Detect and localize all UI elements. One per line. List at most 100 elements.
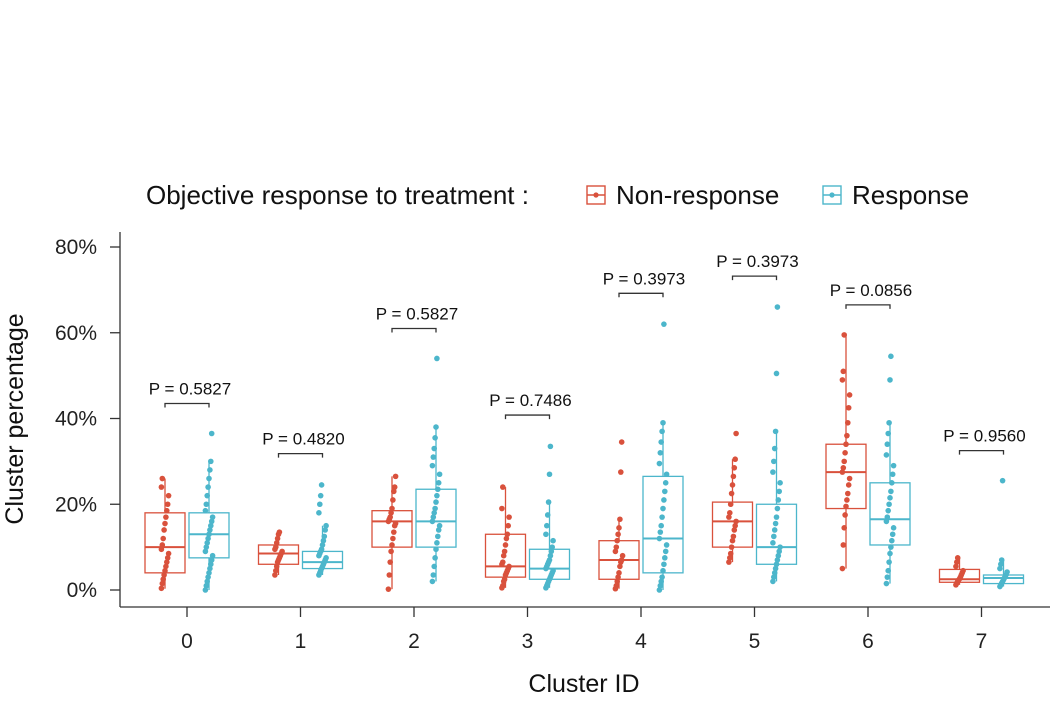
significance-bracket xyxy=(391,327,437,333)
data-point xyxy=(202,548,209,555)
data-point xyxy=(771,574,777,580)
p-value-label: P = 0.3973 xyxy=(603,269,685,288)
data-point xyxy=(615,574,621,580)
data-point xyxy=(435,533,441,540)
data-point xyxy=(773,561,780,568)
data-point xyxy=(775,552,782,559)
data-point xyxy=(953,563,959,570)
data-point xyxy=(615,531,621,538)
data-point xyxy=(843,441,849,448)
x-tick-label: 0 xyxy=(181,630,193,653)
data-point xyxy=(279,548,285,555)
box-response-cluster-6 xyxy=(869,353,911,587)
data-point xyxy=(431,510,438,516)
data-point xyxy=(774,557,781,563)
data-point xyxy=(429,578,436,585)
data-point xyxy=(954,559,960,565)
data-point xyxy=(159,580,166,587)
x-tick-label: 2 xyxy=(408,630,420,653)
data-point xyxy=(202,507,209,514)
data-point xyxy=(732,522,738,529)
data-point xyxy=(318,546,325,553)
data-point xyxy=(728,544,735,550)
data-point xyxy=(845,404,852,411)
data-point xyxy=(730,473,737,480)
data-point xyxy=(884,441,891,448)
data-point xyxy=(843,503,849,510)
data-point xyxy=(1004,569,1010,575)
data-point xyxy=(392,473,399,480)
legend-title: Objective response to treatment : xyxy=(146,180,529,210)
y-axis-title: Cluster percentage xyxy=(1,313,29,524)
legend-label-non-response: Non-response xyxy=(616,180,779,210)
data-point xyxy=(660,419,666,426)
data-point xyxy=(657,529,664,535)
data-point xyxy=(771,458,777,465)
data-point xyxy=(841,525,847,531)
data-point xyxy=(388,510,394,516)
data-point xyxy=(164,507,170,514)
data-point xyxy=(657,582,664,589)
data-point xyxy=(727,550,734,557)
data-point xyxy=(888,544,894,550)
data-point xyxy=(884,514,891,520)
data-point xyxy=(431,563,438,570)
data-point xyxy=(731,527,738,533)
data-point xyxy=(546,471,553,478)
data-point xyxy=(545,499,552,505)
y-tick-label: 60% xyxy=(55,322,97,345)
data-point xyxy=(885,430,891,437)
data-point xyxy=(429,462,436,469)
data-point xyxy=(432,434,438,441)
y-tick-label: 20% xyxy=(55,493,97,516)
data-point xyxy=(773,514,780,520)
data-point xyxy=(772,520,779,527)
data-point xyxy=(203,544,210,550)
data-point xyxy=(430,514,437,520)
data-point xyxy=(998,561,1004,568)
data-point xyxy=(656,587,663,593)
data-point xyxy=(386,572,393,578)
data-point xyxy=(391,529,397,535)
p-value-label: P = 0.9560 xyxy=(943,427,1025,446)
data-point xyxy=(273,563,280,570)
data-point xyxy=(318,482,325,488)
data-point xyxy=(501,548,508,555)
data-point xyxy=(886,419,892,426)
y-tick-label: 0% xyxy=(67,579,97,602)
data-point xyxy=(960,567,966,574)
data-point xyxy=(165,492,172,499)
data-point xyxy=(544,522,550,529)
data-point xyxy=(273,544,279,550)
data-point xyxy=(206,570,212,576)
x-tick-label: 6 xyxy=(862,630,874,653)
data-point xyxy=(204,492,210,499)
data-point xyxy=(273,567,279,574)
data-point xyxy=(208,458,214,465)
data-point xyxy=(886,501,892,508)
data-point xyxy=(163,563,169,570)
data-point xyxy=(273,540,280,546)
data-point xyxy=(500,484,506,490)
data-point xyxy=(204,578,210,585)
box-non-response-cluster-7 xyxy=(938,555,981,588)
y-axis-ticks: 0% 20% 40% 60% 80% xyxy=(55,236,120,602)
data-point xyxy=(204,540,210,546)
data-point xyxy=(613,544,620,550)
data-point xyxy=(390,535,396,542)
box-non-response-cluster-0 xyxy=(144,475,186,592)
data-point xyxy=(662,488,668,495)
data-point xyxy=(890,462,897,469)
data-point xyxy=(430,454,437,460)
data-point xyxy=(883,452,890,458)
data-point xyxy=(205,574,211,580)
data-point xyxy=(770,540,776,546)
significance-bracket xyxy=(277,453,324,458)
data-point xyxy=(840,368,847,375)
data-point xyxy=(435,480,442,486)
data-point xyxy=(659,514,665,520)
data-point xyxy=(434,540,440,546)
box-response-cluster-7 xyxy=(982,477,1025,590)
data-point xyxy=(158,585,165,592)
